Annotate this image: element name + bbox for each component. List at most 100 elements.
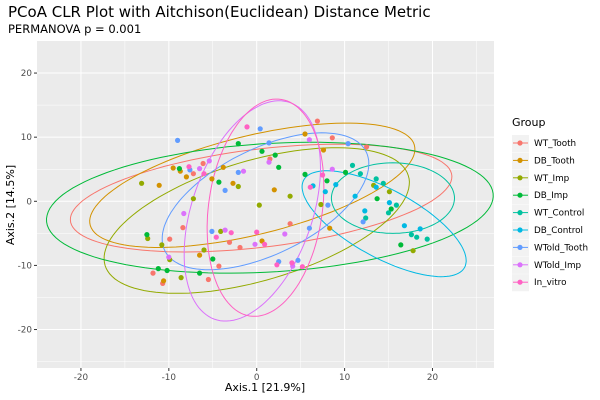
point-In_vitro [254, 229, 260, 235]
point-In_vitro [320, 172, 326, 178]
legend-item-WTold_Imp: WTold_Imp [512, 256, 582, 274]
point-In_vitro [213, 234, 219, 240]
point-WTold_Imp [240, 168, 247, 174]
point-WT_Imp [139, 180, 145, 186]
point-WTold_Imp [222, 227, 228, 233]
major-gridlines [37, 41, 494, 368]
legend-key-point [517, 262, 523, 268]
legend-item-DB_Tooth: DB_Tooth [512, 152, 575, 170]
point-DB_Imp [144, 232, 150, 238]
point-WT_Imp [256, 202, 262, 208]
x-tick-label: 20 [427, 373, 439, 383]
legend-key-point [517, 175, 523, 181]
legend-label: DB_Imp [534, 191, 568, 201]
point-In_vitro [274, 262, 280, 268]
point-DB_Control [417, 226, 423, 232]
point-WTold_Tooth [222, 187, 228, 193]
point-DB_Imp [164, 267, 170, 274]
point-WT_Imp [318, 201, 324, 208]
legend-key-point [517, 157, 523, 163]
point-WT_Imp [201, 247, 207, 253]
point-DB_Imp [302, 171, 308, 177]
point-DB_Control [362, 208, 368, 214]
point-WT_Control [424, 236, 430, 242]
legend-title: Group [512, 116, 546, 129]
y-axis-label: Axis.2 [14.5%] [4, 165, 17, 245]
point-WTold_Imp [306, 137, 312, 143]
point-WT_Imp [235, 183, 241, 190]
point-DB_Control [352, 193, 358, 199]
point-In_vitro [228, 230, 234, 236]
point-WT_Imp [145, 235, 151, 242]
y-tick-label: 20 [21, 69, 33, 79]
legend-item-WT_Tooth: WT_Tooth [512, 135, 576, 152]
point-In_vitro [262, 241, 268, 247]
ellipse-WT_Control [330, 162, 456, 234]
legend-item-In_vitro: In_vitro [512, 274, 566, 292]
legend-label: WTold_Imp [534, 261, 582, 271]
legend-item-DB_Imp: DB_Imp [512, 187, 568, 205]
point-DB_Imp [155, 266, 161, 272]
point-WTold_Tooth [235, 169, 241, 175]
point-WTold_Tooth [306, 225, 312, 231]
point-DB_Imp [197, 270, 203, 276]
legend-item-WT_Imp: WT_Imp [512, 169, 570, 187]
legend: Group WT_Tooth DB_Tooth WT_Imp DB_Imp WT_Con… [512, 116, 588, 292]
x-axis-label: Axis.1 [21.9%] [225, 381, 305, 394]
point-DB_Tooth [170, 165, 176, 171]
point-WT_Tooth [190, 171, 196, 177]
point-DB_Control [373, 184, 379, 190]
point-WTold_Tooth [360, 219, 366, 225]
point-WT_Control [414, 234, 420, 240]
point-WTold_Tooth [325, 202, 331, 208]
legend-label: WT_Imp [534, 174, 570, 184]
ellipse-DB_Tooth [89, 122, 416, 248]
x-tick-label: -20 [74, 373, 89, 383]
point-In_vitro [299, 264, 305, 270]
point-DB_Imp [398, 242, 404, 248]
point-DB_Imp [276, 164, 282, 170]
point-DB_Imp [176, 166, 182, 172]
point-WT_Imp [287, 193, 293, 199]
point-WT_Tooth [237, 244, 243, 251]
x-axis-ticks: -20 -10 0 10 20 [74, 368, 439, 383]
legend-item-WTold_Tooth: WTold_Tooth [512, 239, 588, 257]
point-DB_Imp [388, 206, 394, 212]
point-WT_Control [385, 210, 392, 216]
point-DB_Imp [216, 179, 222, 185]
point-WT_Imp [386, 189, 392, 195]
point-WT_Tooth [287, 221, 293, 227]
point-WT_Tooth [226, 239, 233, 245]
point-WT_Control [357, 171, 363, 177]
point-WTold_Tooth [257, 126, 263, 132]
point-DB_Control [322, 189, 328, 195]
y-tick-label: 0 [26, 197, 32, 207]
x-tick-label: 10 [339, 373, 351, 383]
point-WTold_Tooth [175, 137, 181, 143]
point-WT_Control [363, 215, 369, 221]
point-DB_Control [333, 182, 339, 188]
point-DB_Imp [235, 141, 241, 147]
minor-gridlines [37, 41, 494, 368]
point-WTold_Tooth [266, 140, 272, 146]
point-WT_Tooth [200, 160, 206, 167]
point-DB_Imp [259, 148, 265, 154]
point-WT_Imp [190, 196, 196, 202]
legend-key-point [517, 227, 523, 233]
point-DB_Tooth [161, 278, 167, 284]
ellipse-WTold_Imp [183, 100, 322, 322]
point-DB_Tooth [302, 131, 308, 137]
point-WTold_Tooth [295, 257, 301, 263]
point-WTold_Imp [206, 158, 212, 164]
ellipse-DB_Imp [45, 141, 494, 274]
point-WT_Imp [159, 242, 165, 248]
point-DB_Control [401, 223, 407, 229]
point-DB_Tooth [271, 187, 277, 193]
point-In_vitro [289, 260, 295, 266]
legend-key-point [517, 244, 523, 250]
point-WTold_Imp [329, 166, 335, 172]
point-WT_Imp [218, 228, 224, 234]
legend-label: DB_Tooth [534, 156, 575, 166]
point-In_vitro [186, 164, 192, 170]
